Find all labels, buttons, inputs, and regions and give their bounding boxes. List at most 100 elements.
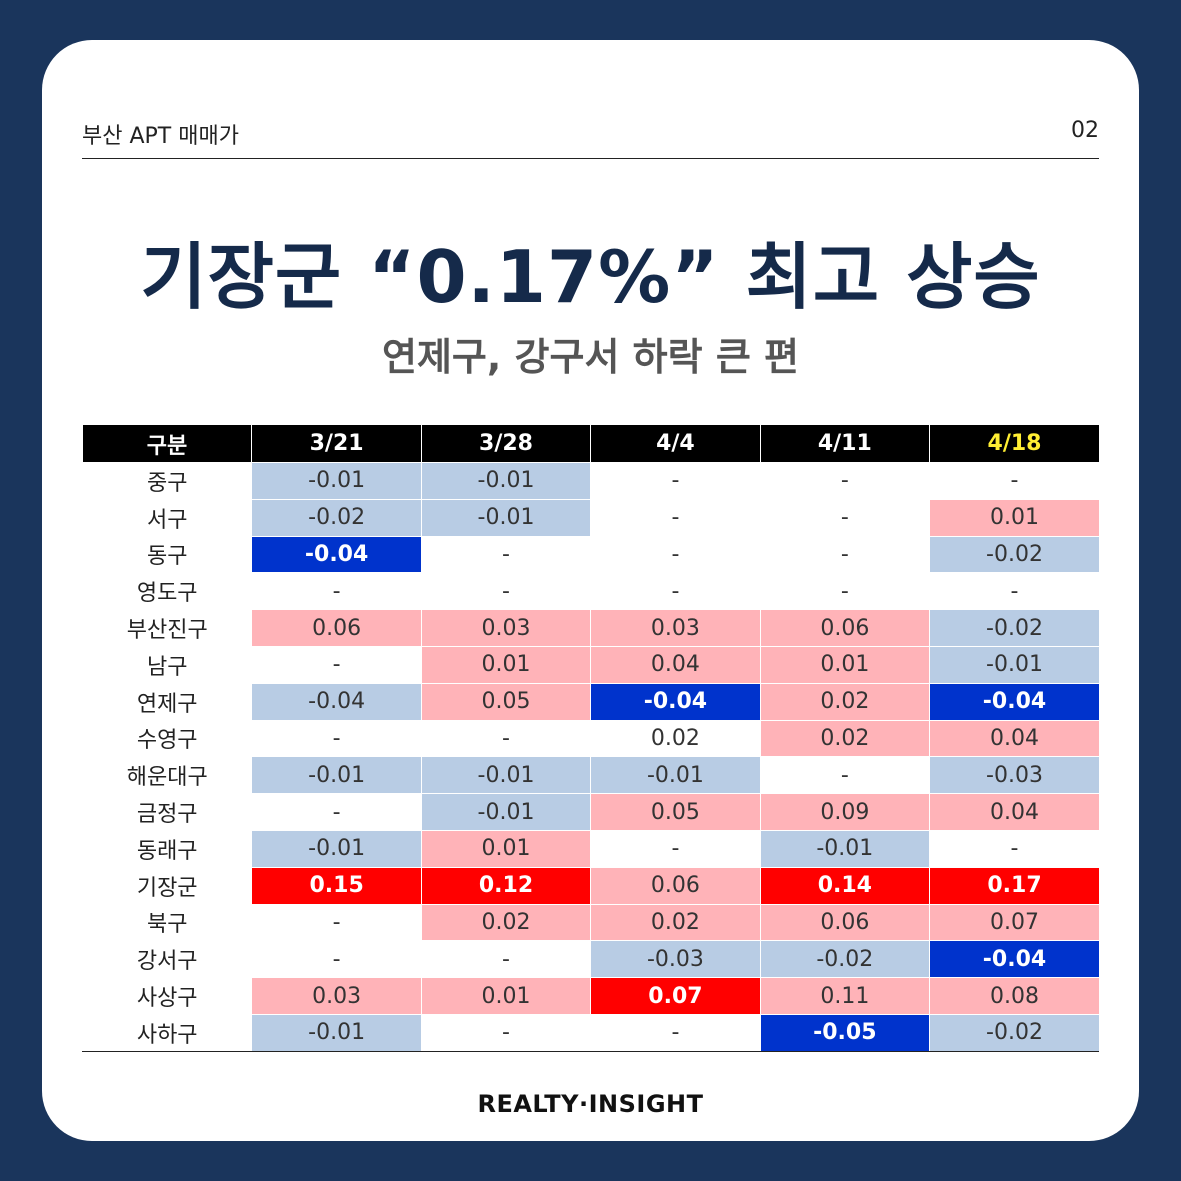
- table-cell: -: [759, 756, 930, 794]
- table-header-row: 구분 3/21 3/28 4/4 4/11 4/18: [82, 425, 1099, 463]
- table-cell: 0.03: [590, 609, 761, 647]
- table-cell: 0.09: [759, 793, 930, 831]
- table-cell: -: [759, 498, 930, 537]
- table-row: 사하구 -0.01- - -0.05 -0.02: [81, 1013, 1099, 1052]
- table-cell: 0.14: [759, 866, 930, 905]
- district-name: 중구: [81, 462, 252, 500]
- table-cell: -0.05: [759, 1013, 930, 1052]
- content-card: 부산 APT 매매가 02 기장군 “0.17%” 최고 상승 연제구, 강구서…: [42, 40, 1139, 1141]
- table-cell: -: [251, 793, 422, 831]
- table-cell: -: [251, 940, 422, 978]
- table-cell: 0.06: [590, 866, 761, 905]
- table-row: 서구 -0.02 -0.01- -0.01: [81, 498, 1099, 537]
- table-cell: 0.06: [251, 609, 422, 647]
- table-cell: -: [251, 572, 422, 610]
- table-row: 해운대구 -0.01 -0.01 -0.01- -0.03: [81, 756, 1099, 794]
- table-cell: 0.01: [929, 498, 1099, 537]
- table-cell: -0.02: [759, 940, 930, 978]
- table-cell: 0.15: [251, 866, 422, 905]
- table-cell: -0.01: [251, 1013, 422, 1052]
- headline: 기장군 “0.17%” 최고 상승: [140, 235, 1041, 319]
- table-cell: 0.02: [590, 903, 761, 941]
- table-row: 영도구 - - - - -: [81, 572, 1099, 610]
- district-name: 금정구: [81, 793, 252, 831]
- table-cell: -: [251, 903, 422, 941]
- table-cell: -0.01: [420, 793, 591, 831]
- district-name: 강서구: [81, 940, 252, 978]
- table-cell: 0.06: [759, 609, 930, 647]
- table-cell: -0.04: [929, 940, 1099, 978]
- table-cell: 0.17: [929, 866, 1099, 905]
- table-cell: 0.01: [420, 977, 591, 1015]
- table-cell: -: [420, 719, 591, 757]
- district-name: 해운대구: [81, 756, 252, 794]
- section-label: 부산 APT 매매가: [82, 124, 239, 149]
- table-cell: -: [929, 462, 1099, 500]
- table-cell: -0.04: [590, 682, 761, 721]
- table-row: 동구 -0.04- - - -0.02: [81, 535, 1099, 573]
- brand-footer: REALTY·INSIGHT: [477, 1090, 704, 1118]
- table-cell: 0.05: [590, 793, 761, 831]
- table-cell: -: [590, 498, 761, 537]
- table-cell: -: [420, 572, 591, 610]
- table-cell: 0.06: [759, 903, 930, 941]
- table-cell: -: [759, 462, 930, 500]
- header-date: 4/11: [759, 425, 930, 463]
- price-change-table: 구분 3/21 3/28 4/4 4/11 4/18 중구 -0.01 -0.01- - - 서구 -…: [81, 425, 1099, 1052]
- table-row: 금정구 - -0.01 0.05 0.09 0.04: [81, 793, 1099, 831]
- table-cell: -: [590, 535, 761, 573]
- table-cell: -0.02: [929, 609, 1099, 647]
- table-cell: -0.04: [929, 682, 1099, 721]
- table-cell: -: [929, 572, 1099, 610]
- table-cell: 0.05: [420, 682, 591, 721]
- table-cell: -0.04: [251, 535, 422, 573]
- district-name: 북구: [81, 903, 252, 941]
- table-cell: 0.12: [420, 866, 591, 905]
- district-name: 부산진구: [81, 609, 252, 647]
- table-cell: 0.08: [929, 977, 1099, 1015]
- district-name: 수영구: [81, 719, 252, 757]
- table-cell: 0.03: [420, 609, 591, 647]
- table-cell: -: [420, 940, 591, 978]
- table-cell: 0.02: [590, 719, 761, 757]
- table-cell: 0.02: [420, 903, 591, 941]
- table-cell: 0.11: [759, 977, 930, 1015]
- header-date: 4/18: [929, 425, 1099, 463]
- header-date: 4/4: [590, 425, 761, 463]
- table-cell: 0.02: [759, 719, 930, 757]
- district-name: 연제구: [81, 682, 252, 721]
- table-cell: -0.01: [251, 462, 422, 500]
- table-cell: -: [251, 719, 422, 757]
- district-name: 동구: [81, 535, 252, 573]
- table-row: 사상구 0.03 0.01 0.07 0.11 0.08: [81, 977, 1099, 1015]
- table-cell: 0.02: [759, 682, 930, 721]
- table-cell: 0.04: [929, 719, 1099, 757]
- table-cell: 0.07: [590, 977, 761, 1015]
- header-date: 3/28: [420, 425, 591, 463]
- table-cell: -0.01: [251, 756, 422, 794]
- table-row: 부산진구 0.06 0.03 0.03 0.06 -0.02: [81, 609, 1099, 647]
- table-cell: -: [929, 829, 1099, 868]
- district-name: 사상구: [81, 977, 252, 1015]
- table-cell: -0.01: [251, 829, 422, 868]
- table-cell: -: [420, 535, 591, 573]
- table-cell: 0.04: [590, 645, 761, 684]
- table-cell: 0.07: [929, 903, 1099, 941]
- table-cell: -0.04: [251, 682, 422, 721]
- table-cell: -: [590, 462, 761, 500]
- district-name: 기장군: [81, 866, 252, 905]
- table-cell: -0.01: [420, 462, 591, 500]
- district-name: 남구: [81, 645, 252, 684]
- table-row: 동래구 -0.01 0.01- -0.01-: [81, 829, 1099, 868]
- district-name: 사하구: [81, 1013, 252, 1052]
- table-row: 수영구 - -0.02 0.02 0.04: [81, 719, 1099, 757]
- district-name: 서구: [81, 498, 252, 537]
- table-cell: -: [251, 645, 422, 684]
- table-cell: -0.01: [420, 756, 591, 794]
- table-cell: -: [590, 829, 761, 868]
- top-bar: 부산 APT 매매가 02: [82, 118, 1099, 159]
- table-cell: -0.02: [929, 1013, 1099, 1052]
- table-cell: -0.01: [420, 498, 591, 537]
- district-name: 동래구: [81, 829, 252, 868]
- table-cell: 0.03: [251, 977, 422, 1015]
